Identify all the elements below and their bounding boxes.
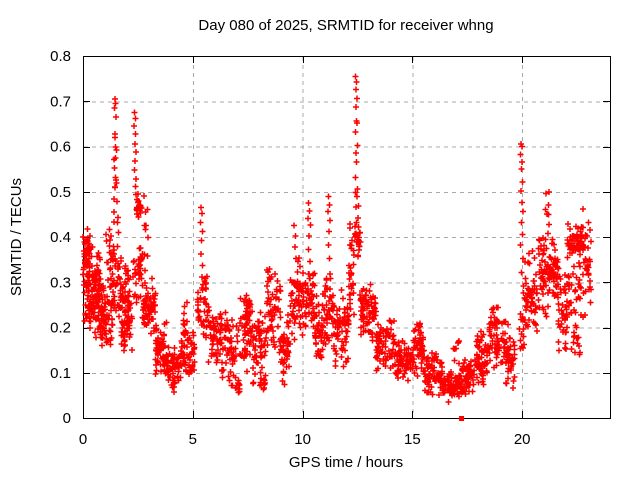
y-tick-label: 0.8 [50, 48, 71, 65]
data-points [80, 73, 594, 405]
y-axis-label: SRMTID / TECUs [8, 178, 25, 296]
y-tick-label: 0.2 [50, 320, 71, 337]
tick-labels: 0 5 10 15 20 0 0.1 0.2 0.3 0.4 0.5 0.6 0.7 0.8 [50, 48, 530, 448]
y-tick-label: 0.3 [50, 274, 71, 291]
y-tick-label: 0.1 [50, 365, 71, 382]
y-tick-label: 0 [63, 410, 71, 427]
axis-ticks [83, 56, 610, 419]
x-tick-label: 0 [79, 431, 87, 448]
x-tick-label: 15 [404, 431, 421, 448]
y-tick-label: 0.4 [50, 229, 71, 246]
x-tick-label: 5 [189, 431, 197, 448]
y-tick-label: 0.5 [50, 184, 71, 201]
chart-title: Day 080 of 2025, SRMTID for receiver whn… [198, 17, 493, 34]
x-tick-label: 10 [294, 431, 311, 448]
x-axis-label: GPS time / hours [289, 454, 403, 471]
y-tick-label: 0.7 [50, 93, 71, 110]
y-tick-label: 0.6 [50, 139, 71, 156]
square-marker [459, 416, 465, 421]
x-tick-label: 20 [514, 431, 531, 448]
